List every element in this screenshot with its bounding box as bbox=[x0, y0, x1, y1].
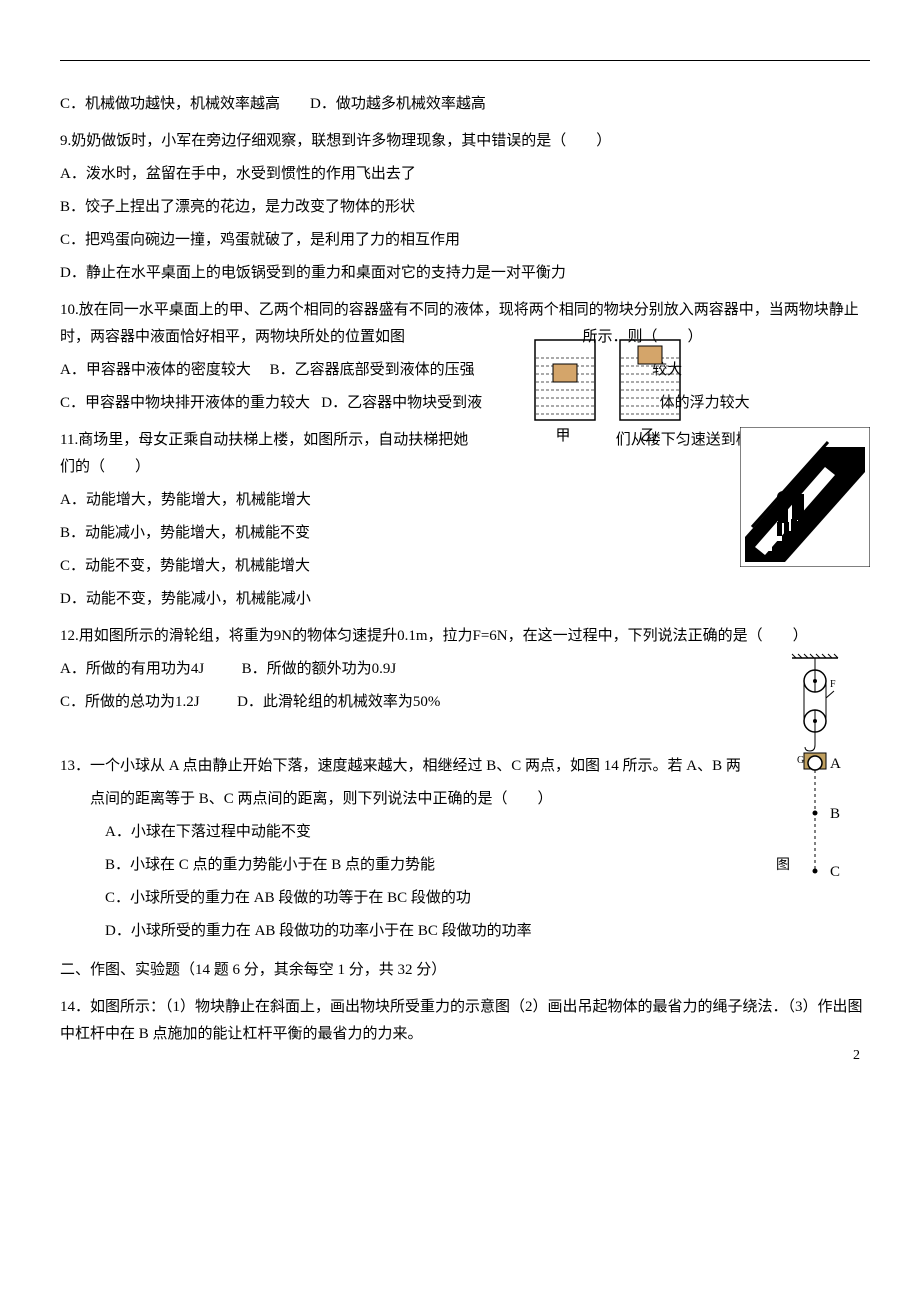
q10: 10.放在同一水平桌面上的甲、乙两个相同的容器盛有不同的液体，现将两个相同的物块… bbox=[60, 297, 870, 417]
header-rule bbox=[60, 60, 870, 61]
q13-point-c-label: C bbox=[830, 864, 840, 880]
q9-stem: 9.奶奶做饭时，小军在旁边仔细观察，联想到许多物理现象，其中错误的是（ ） bbox=[60, 128, 870, 155]
q13-diagram: A B C bbox=[790, 753, 870, 888]
q13-fig-label: 图 bbox=[776, 853, 790, 878]
q9-option-d: D．静止在水平桌面上的电饭锅受到的重力和桌面对它的支持力是一对平衡力 bbox=[60, 260, 870, 287]
q14: 14．如图所示：（1）物块静止在斜面上，画出物块所受重力的示意图（2）画出吊起物… bbox=[60, 994, 870, 1048]
q13-option-b: B．小球在 C 点的重力势能小于在 B 点的重力势能 bbox=[60, 852, 870, 879]
q13-point-a-label: A bbox=[830, 756, 841, 772]
q8-partial: C．机械做功越快，机械效率越高 D．做功越多机械效率越高 bbox=[60, 91, 870, 118]
q12: 12.用如图所示的滑轮组，将重为9N的物体匀速提升0.1m，拉力F=6N，在这一… bbox=[60, 623, 870, 716]
q9: 9.奶奶做饭时，小军在旁边仔细观察，联想到许多物理现象，其中错误的是（ ） A．… bbox=[60, 128, 870, 287]
q13-option-a: A．小球在下落过程中动能不变 bbox=[60, 819, 870, 846]
q8-option-d: D．做功越多机械效率越高 bbox=[310, 96, 486, 112]
q13: 13．一个小球从 A 点由静止开始下落，速度越来越大，相继经过 B、C 两点，如… bbox=[60, 753, 870, 945]
q13-option-d: D．小球所受的重力在 AB 段做功的功率小于在 BC 段做功的功率 bbox=[60, 918, 870, 945]
q12-option-b: B．所做的额外功为0.9J bbox=[242, 661, 397, 677]
q10-stem-1: 10.放在同一水平桌面上的甲、乙两个相同的容器盛有不同的液体，现将两个相同的物块… bbox=[60, 302, 859, 345]
q9-option-a: A．泼水时，盆留在手中，水受到惯性的作用飞出去了 bbox=[60, 161, 870, 188]
section-2-header: 二、作图、实验题（14 题 6 分，其余每空 1 分，共 32 分） bbox=[60, 957, 870, 984]
q14-stem: 14．如图所示：（1）物块静止在斜面上，画出物块所受重力的示意图（2）画出吊起物… bbox=[60, 994, 870, 1048]
q10-option-c: C．甲容器中物块排开液体的重力较大 bbox=[60, 395, 310, 411]
q9-option-b: B．饺子上捏出了漂亮的花边，是力改变了物体的形状 bbox=[60, 194, 870, 221]
q10-option-a: A．甲容器中液体的密度较大 bbox=[60, 362, 251, 378]
q12-stem: 12.用如图所示的滑轮组，将重为9N的物体匀速提升0.1m，拉力F=6N，在这一… bbox=[60, 623, 870, 650]
q11-diagram bbox=[740, 427, 870, 567]
q13-point-b-label: B bbox=[830, 806, 840, 822]
q8-option-c: C．机械做功越快，机械效率越高 bbox=[60, 96, 280, 112]
q13-option-c: C．小球所受的重力在 AB 段做的功等于在 BC 段做的功 bbox=[60, 885, 870, 912]
q12-option-c: C．所做的总功为1.2J bbox=[60, 694, 200, 710]
page-number: 2 bbox=[853, 1043, 860, 1068]
q12-option-d: D．此滑轮组的机械效率为50% bbox=[237, 694, 440, 710]
q11: 11.商场里，母女正乘自动扶梯上楼，如图所示，自动扶梯把她 们从楼下匀速送到楼上… bbox=[60, 427, 870, 613]
q11-option-d: D．动能不变，势能减小，机械能减小 bbox=[60, 586, 870, 613]
q13-stem-1: 13．一个小球从 A 点由静止开始下落，速度越来越大，相继经过 B、C 两点，如… bbox=[60, 753, 870, 780]
svg-text:F: F bbox=[830, 679, 836, 690]
q10-option-b1: B．乙容器底部受到液体的压强 bbox=[270, 362, 475, 378]
q12-option-a: A．所做的有用功为4J bbox=[60, 661, 204, 677]
q9-option-c: C．把鸡蛋向碗边一撞，鸡蛋就破了，是利用了力的相互作用 bbox=[60, 227, 870, 254]
q13-stem-2: 点间的距离等于 B、C 两点间的距离，则下列说法中正确的是（ ） bbox=[60, 786, 870, 813]
q11-stem-1: 11.商场里，母女正乘自动扶梯上楼，如图所示，自动扶梯把她 bbox=[60, 432, 468, 448]
q10-option-d1: D．乙容器中物块受到液 bbox=[321, 395, 482, 411]
